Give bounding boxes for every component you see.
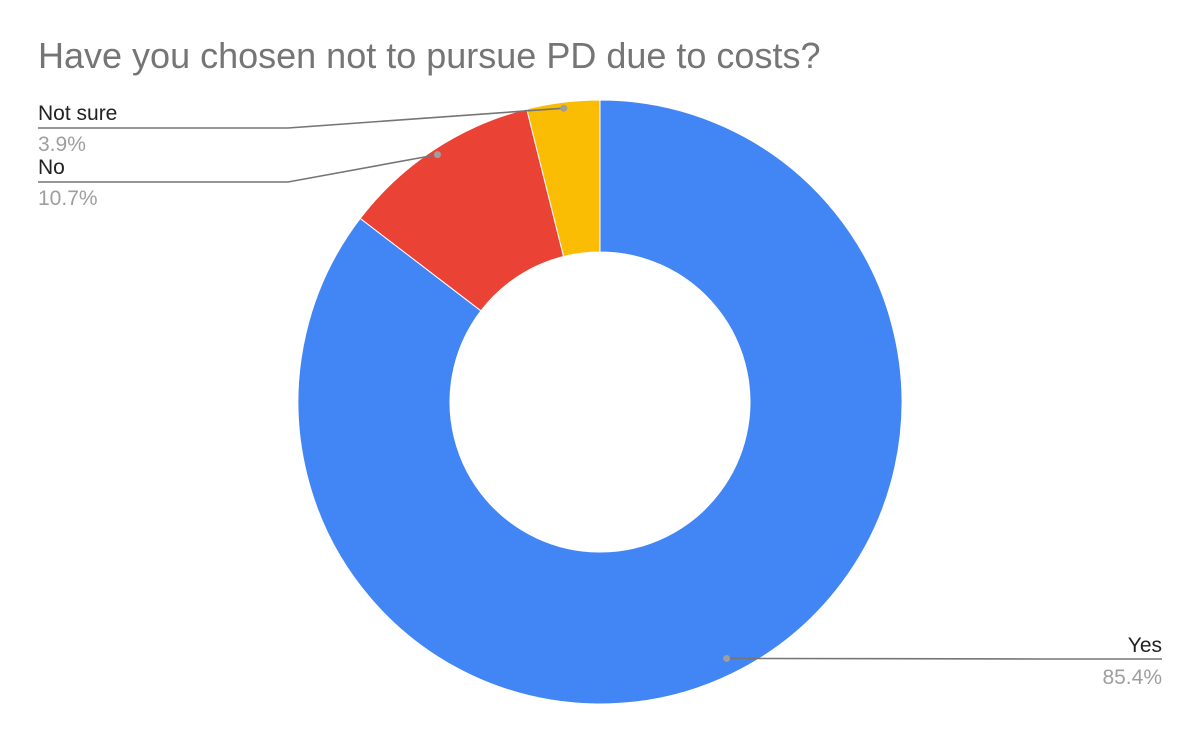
slice-labels-layer: Yes 85.4% No 10.7% Not sure 3.9%: [38, 102, 1162, 689]
slices-layer: [297, 99, 903, 705]
leader-line-no: [38, 153, 438, 183]
leader-line-not-sure: [38, 107, 564, 129]
slice-label-not-sure: Not sure: [38, 102, 117, 125]
slice-value-not-sure: 3.9%: [38, 133, 86, 156]
slice-not-sure: [526, 99, 601, 258]
slice-value-no: 10.7%: [38, 187, 98, 210]
chart-title: Have you chosen not to pursue PD due to …: [38, 35, 820, 76]
leader-lines-layer: [38, 104, 1162, 662]
leader-dot-not-sure: [560, 104, 568, 112]
slice-yes: [297, 99, 903, 705]
slice-label-yes: Yes: [1128, 634, 1162, 657]
leader-dot-yes: [723, 654, 731, 662]
slice-label-no: No: [38, 156, 65, 179]
leader-dot-no: [433, 151, 441, 159]
slice-value-yes: 85.4%: [1102, 666, 1162, 689]
leader-line-yes: [726, 657, 1162, 660]
